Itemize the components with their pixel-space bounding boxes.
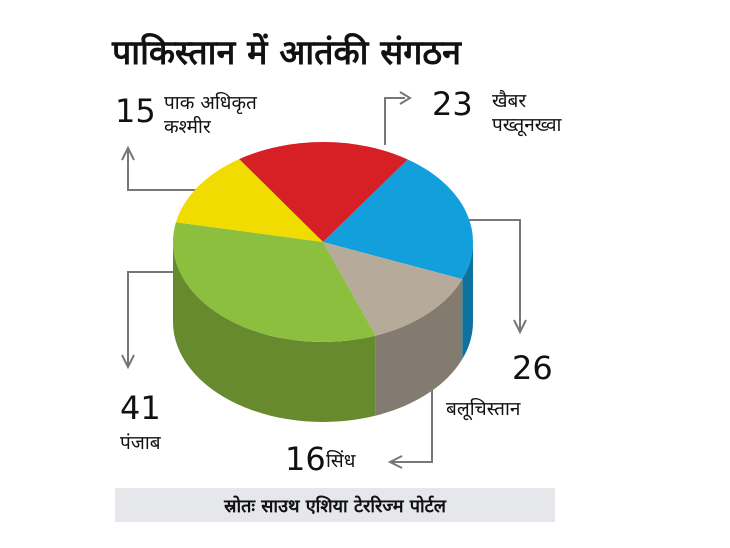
slice-value: 26 — [512, 349, 553, 387]
arrow — [455, 219, 521, 330]
arrow-head — [513, 319, 527, 335]
slice-value: 16 — [285, 440, 326, 478]
slice-side — [173, 242, 376, 422]
slice — [172, 222, 376, 342]
chart-title: पाकिस्तान में आतंकी संगठन — [112, 33, 461, 73]
arrow-head — [399, 91, 412, 105]
slice-side — [462, 242, 473, 360]
slice-label: सिंध — [326, 450, 356, 472]
arrow-head — [387, 455, 403, 469]
pie-sides — [173, 242, 473, 422]
source: स्रोतः साउथ एशिया टेररिज्म पोर्टल — [224, 496, 446, 517]
slice-label: पाक अधिकृत कश्मीर — [164, 92, 257, 138]
slice — [323, 159, 473, 280]
slice-label: खैबर पख्तूनख्वा — [492, 90, 562, 136]
slice-label: पंजाब — [120, 432, 161, 454]
slice-value: 23 — [432, 85, 473, 123]
slice — [239, 142, 408, 242]
slice — [175, 159, 323, 242]
slice-side — [375, 279, 463, 416]
slice-label: बलूचिस्तान — [446, 398, 521, 420]
arrow-head — [121, 354, 135, 370]
slice-value: 41 — [120, 389, 161, 427]
arrow — [127, 150, 205, 191]
source-bar: स्रोतः साउथ एशिया टेररिज्म पोर्टल — [115, 488, 555, 522]
arrow-head — [121, 145, 135, 161]
arrow — [392, 385, 433, 463]
pie-tops — [172, 142, 473, 342]
slice-value: 15 — [115, 92, 156, 130]
slice — [323, 242, 463, 336]
arrow — [384, 97, 405, 145]
